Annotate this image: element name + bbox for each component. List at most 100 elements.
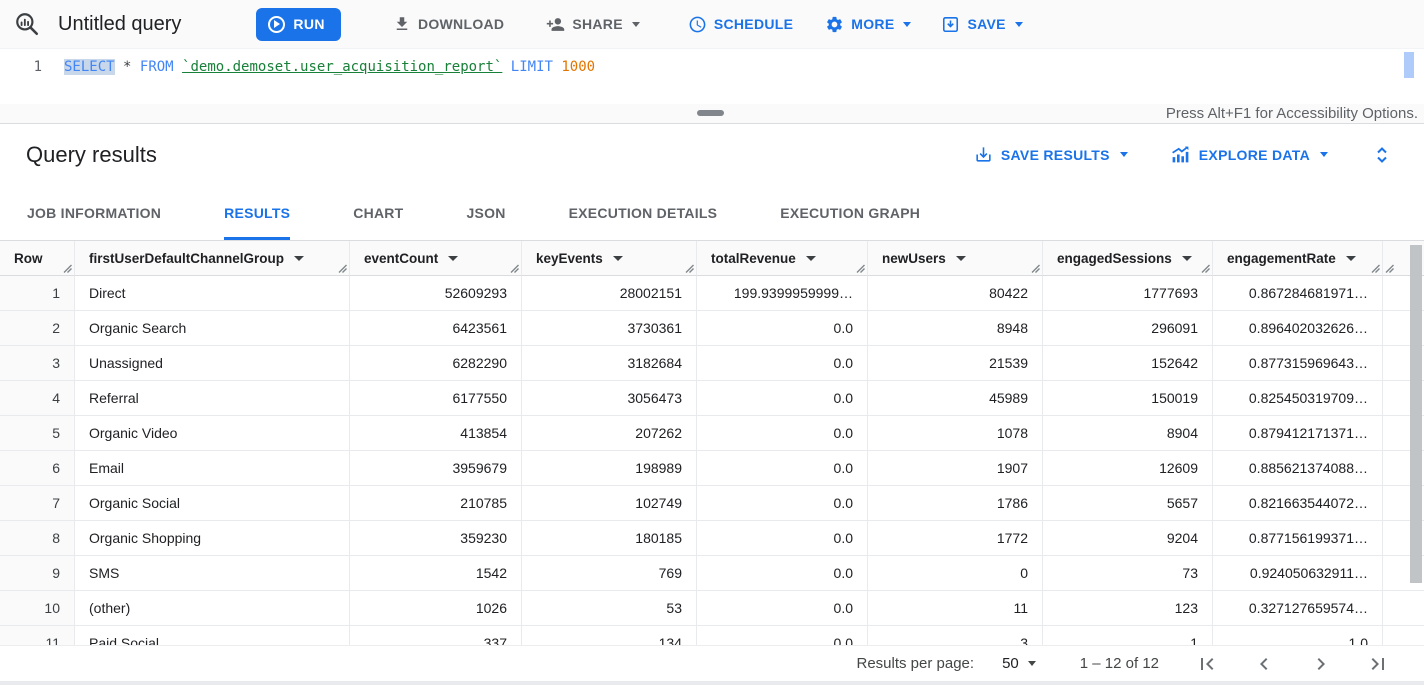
table-cell: 180185 [522, 521, 697, 556]
column-header-eventcount[interactable]: eventCount [350, 241, 522, 276]
panel-resize-handle[interactable] [697, 110, 724, 116]
table-cell: 0.0 [697, 591, 868, 626]
column-resize-handle-icon[interactable] [1031, 264, 1040, 273]
table-cell: 0.879412171371… [1213, 416, 1383, 451]
tab-results[interactable]: RESULTS [224, 185, 290, 240]
run-button[interactable]: RUN [256, 8, 341, 41]
column-resize-handle-icon[interactable] [63, 264, 72, 273]
tab-json[interactable]: JSON [466, 185, 505, 240]
table-cell: Unassigned [75, 346, 350, 381]
table-row: 9SMS15427690.00730.924050632911… [0, 556, 1424, 591]
more-button[interactable]: MORE [825, 15, 911, 34]
table-resize-handle-icon[interactable] [1385, 264, 1394, 273]
row-number-cell: 5 [0, 416, 75, 451]
column-header-engagedsessions[interactable]: engagedSessions [1043, 241, 1213, 276]
query-toolbar: Untitled query RUN DOWNLOAD SHARE SCHEDU… [0, 0, 1424, 48]
expand-panel-button[interactable] [1370, 143, 1394, 167]
sort-menu-icon[interactable] [448, 256, 458, 261]
scrollbar-thumb[interactable] [1410, 245, 1422, 583]
column-header-label: Row [14, 251, 43, 266]
table-cell: 0.825450319709… [1213, 381, 1383, 416]
column-header-label: newUsers [882, 251, 946, 266]
schedule-button[interactable]: SCHEDULE [688, 15, 793, 34]
sort-menu-icon[interactable] [1182, 256, 1192, 261]
table-row: 3Unassigned628229031826840.0215391526420… [0, 346, 1424, 381]
save-icon [941, 15, 960, 34]
results-header: Query results SAVE RESULTS EXPLORE DATA [0, 124, 1424, 185]
table-cell: 5657 [1043, 486, 1213, 521]
next-page-button[interactable] [1309, 652, 1333, 676]
tab-execution-graph[interactable]: EXECUTION GRAPH [780, 185, 920, 240]
explore-data-button[interactable]: EXPLORE DATA [1170, 144, 1328, 165]
table-cell: 1 [1043, 626, 1213, 645]
page-title[interactable]: Untitled query [58, 13, 181, 36]
table-cell: 0.877156199371… [1213, 521, 1383, 556]
table-cell: 1078 [868, 416, 1043, 451]
table-row: 8Organic Shopping3592301801850.017729204… [0, 521, 1424, 556]
column-header-newusers[interactable]: newUsers [868, 241, 1043, 276]
column-header-engagementrate[interactable]: engagementRate [1213, 241, 1383, 276]
tab-job-information[interactable]: JOB INFORMATION [27, 185, 161, 240]
table-cell: 52609293 [350, 276, 522, 311]
column-resize-handle-icon[interactable] [338, 264, 347, 273]
save-results-button[interactable]: SAVE RESULTS [974, 145, 1128, 164]
column-header-totalrevenue[interactable]: totalRevenue [697, 241, 868, 276]
sort-menu-icon[interactable] [806, 256, 816, 261]
sort-menu-icon[interactable] [294, 256, 304, 261]
explore-data-chart-icon [1170, 144, 1191, 165]
table-cell: 769 [522, 556, 697, 591]
table-row: 2Organic Search642356137303610.089482960… [0, 311, 1424, 346]
last-page-button[interactable] [1366, 652, 1390, 676]
table-cell: 0.0 [697, 556, 868, 591]
share-button[interactable]: SHARE [546, 15, 640, 34]
chevron-down-icon [1015, 22, 1023, 27]
table-cell: Referral [75, 381, 350, 416]
sort-menu-icon[interactable] [613, 256, 623, 261]
sql-token-table-ref: `demo.demoset.user_acquisition_report` [182, 59, 502, 75]
table-cell: 0.924050632911… [1213, 556, 1383, 591]
row-number-cell: 1 [0, 276, 75, 311]
sql-code-line[interactable]: SELECT * FROM `demo.demoset.user_acquisi… [64, 57, 595, 78]
sql-token-plain [131, 59, 139, 75]
download-button[interactable]: DOWNLOAD [393, 15, 504, 33]
table-scrollbar[interactable] [1410, 243, 1422, 643]
table-cell: 9204 [1043, 521, 1213, 556]
first-page-button[interactable] [1195, 652, 1219, 676]
row-number-cell: 10 [0, 591, 75, 626]
sort-menu-icon[interactable] [1346, 256, 1356, 261]
table-cell: 3056473 [522, 381, 697, 416]
column-header-label: totalRevenue [711, 251, 796, 266]
chevron-left-icon [1252, 652, 1276, 676]
sql-editor[interactable]: 1 SELECT * FROM `demo.demoset.user_acqui… [0, 48, 1424, 104]
column-resize-handle-icon[interactable] [856, 264, 865, 273]
column-resize-handle-icon[interactable] [1371, 264, 1380, 273]
chevron-right-icon [1309, 652, 1333, 676]
tab-execution-details[interactable]: EXECUTION DETAILS [569, 185, 718, 240]
table-cell: 8948 [868, 311, 1043, 346]
column-resize-handle-icon[interactable] [510, 264, 519, 273]
editor-scrollbar[interactable] [1404, 52, 1414, 78]
table-cell: 53 [522, 591, 697, 626]
table-cell: (other) [75, 591, 350, 626]
column-resize-handle-icon[interactable] [685, 264, 694, 273]
table-row: 7Organic Social2107851027490.0178656570.… [0, 486, 1424, 521]
column-header-row: Row [0, 241, 75, 276]
column-header-keyevents[interactable]: keyEvents [522, 241, 697, 276]
table-cell: 6423561 [350, 311, 522, 346]
tab-chart[interactable]: CHART [353, 185, 403, 240]
table-cell: 0.896402032626… [1213, 311, 1383, 346]
column-resize-handle-icon[interactable] [1201, 264, 1210, 273]
results-title: Query results [26, 142, 157, 168]
save-button[interactable]: SAVE [941, 15, 1022, 34]
table-cell: Email [75, 451, 350, 486]
table-cell: 21539 [868, 346, 1043, 381]
table-body: 1Direct5260929328002151199.9399959999…80… [0, 276, 1424, 645]
previous-page-button[interactable] [1252, 652, 1276, 676]
table-cell: Organic Video [75, 416, 350, 451]
sort-menu-icon[interactable] [956, 256, 966, 261]
sql-token-plain [174, 59, 182, 75]
page-size-select[interactable]: 50 [1002, 655, 1036, 672]
column-header-firstuserdefaultchannelgroup[interactable]: firstUserDefaultChannelGroup [75, 241, 350, 276]
table-cell: 199.9399959999… [697, 276, 868, 311]
sql-token-number: 1000 [561, 59, 595, 75]
